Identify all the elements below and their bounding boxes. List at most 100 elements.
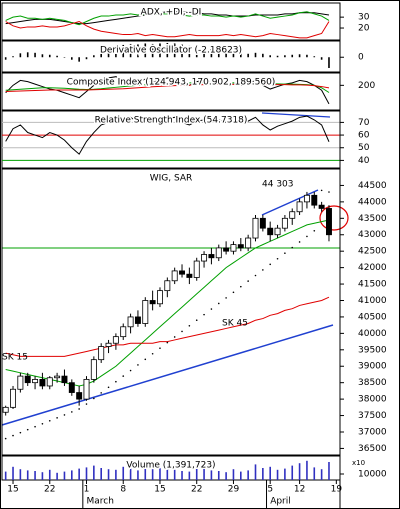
bar [166,466,169,480]
x-tick-label: 29 [228,485,240,495]
bar [93,465,95,480]
sar-dot [306,235,308,238]
sar-dot [247,280,249,282]
y-tick-label: 36500 [358,444,387,454]
bar [137,470,139,480]
sar-dot [210,308,213,310]
sar-dot [225,297,227,299]
y-tick-label: 70 [358,118,370,128]
bar [195,46,198,58]
bar [107,469,110,480]
bar [254,52,257,58]
bar [203,468,205,480]
sar-dot [48,420,51,422]
candle-body [17,375,24,390]
candle-body [193,260,200,278]
bar [328,57,330,68]
bar [240,471,242,480]
month-label: March [87,497,114,507]
bar [4,57,7,60]
bar [4,471,7,480]
y-tick-label: 38000 [358,395,387,405]
bar [100,468,102,480]
x-tick-label: 8 [120,485,126,495]
bar [56,55,58,58]
sar-dot [12,434,14,437]
bar [129,468,132,480]
series-line [5,11,330,26]
y-tick-label: 41500 [358,280,387,290]
sar-dot [328,191,330,193]
bar [78,468,80,480]
candle-body [179,270,185,275]
series-line [5,82,330,93]
candle-body [61,375,68,384]
candle-body [105,342,112,347]
candle-body [186,273,193,278]
unit-label: x10 [352,459,365,467]
candle-body [215,247,222,259]
y-tick-label: 30 [358,13,370,23]
bar [19,469,22,480]
sar-dot [320,189,323,192]
x-tick-label: 22 [191,485,202,495]
bar [107,48,110,58]
bar [313,56,316,58]
bar [247,470,249,480]
bar [151,469,154,480]
series-line [5,76,330,105]
sar-dot [195,319,198,322]
bar [144,43,147,58]
y-tick-label: 39000 [358,362,387,372]
bar [269,55,271,58]
bar [85,57,88,60]
y-tick-label: 60 [358,131,370,141]
bar [298,463,301,480]
candle-body [68,382,75,393]
sar-dot [217,302,220,305]
sar-dot [129,369,132,372]
sar-dot [85,403,88,405]
candle-body [54,375,61,379]
y-tick-label: 40500 [358,312,387,322]
bar [19,53,22,58]
bar [151,43,154,58]
series-line [5,83,330,92]
candle-body [149,300,156,305]
bar [122,466,125,480]
bar [173,43,176,58]
bar [240,53,242,58]
bar [262,468,264,480]
y-tick-label: 20 [358,24,370,34]
y-tick-label: 10000 [358,470,387,480]
sar-dot [276,257,279,260]
sar-dot [4,437,7,440]
bar [328,462,330,480]
candle-body [208,254,215,259]
candle-body [134,316,141,324]
sar-dot [26,428,29,431]
bar [115,469,117,480]
candle-body [120,326,127,338]
bar [122,44,125,58]
bar [188,45,191,58]
candle-body [318,204,325,209]
x-tick-label: 22 [44,485,55,495]
candle-body [39,378,46,387]
sar-dot [115,380,117,383]
bar [71,470,73,480]
bar [41,54,44,58]
sar-dot [313,230,316,232]
y-tick-label: 43500 [358,214,387,224]
bar [247,53,249,58]
bar [284,55,286,58]
sar-dot [269,263,271,266]
bar [284,468,286,480]
bar [41,472,44,480]
bar [188,471,191,480]
sar-dot [100,392,102,394]
sar-dot [203,313,205,316]
trend-line [1,324,334,426]
sar-dot [298,241,301,243]
